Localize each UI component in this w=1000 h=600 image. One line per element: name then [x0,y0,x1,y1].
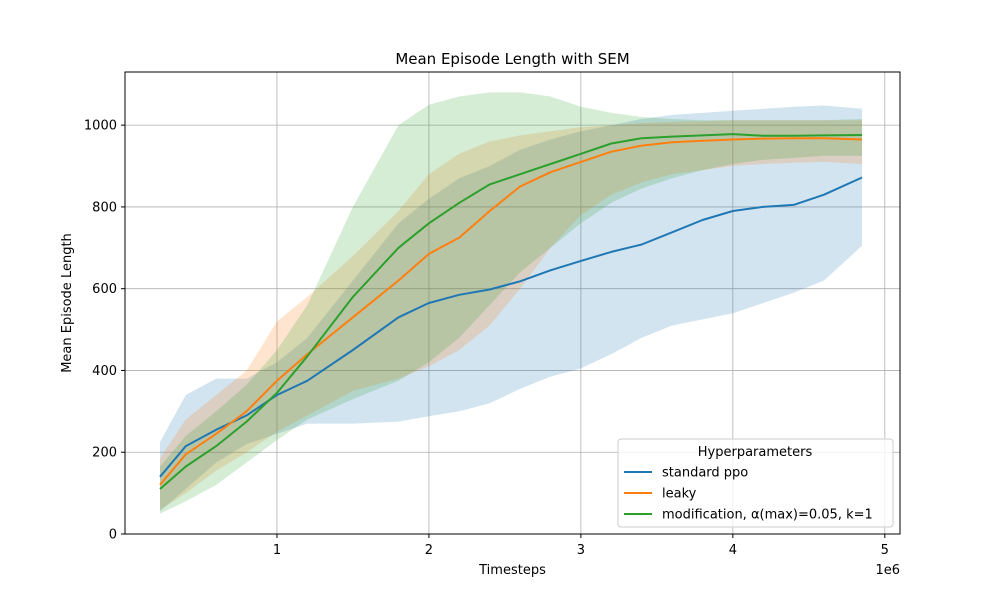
x-tick-label: 1 [273,543,281,558]
y-axis-ticks: 0 200 400 600 800 1000 [84,119,125,543]
y-tick-label: 1000 [84,119,117,134]
y-tick-label: 600 [92,282,117,297]
x-axis-label: Timesteps [478,563,546,578]
series-line-3 [159,133,863,490]
legend-box [617,438,894,528]
series-lines [159,133,863,490]
x-tick-label: 3 [577,543,585,558]
legend-label-2: leaky [662,487,697,502]
series-line-2 [159,137,863,486]
y-tick-label: 400 [92,364,117,379]
plot-frame [124,71,901,535]
x-axis-ticks: 1 2 3 4 5 [273,534,889,558]
legend-label-3: modification, α(max)=0.05, k=1 [662,508,873,523]
legend-label-1: standard ppo [662,466,748,481]
y-axis-label: Mean Episode Length [60,233,75,373]
y-tick-label: 200 [92,446,117,461]
sem-band-series-1 [160,105,862,512]
x-tick-label: 2 [425,543,433,558]
x-axis-offset-label: 1e6 [875,563,900,578]
x-tick-label: 5 [881,543,889,558]
chart-title: Mean Episode Length with SEM [395,50,629,68]
sem-band-series-2 [160,120,862,510]
x-tick-label: 4 [729,543,737,558]
legend-entries: standard ppo leaky modification, α(max)=0.… [624,466,873,523]
legend: Hyperparameters standard ppo leaky modific… [617,438,894,528]
y-tick-label: 800 [92,200,117,215]
y-tick-label: 0 [109,528,117,543]
legend-title: Hyperparameters [698,445,813,460]
